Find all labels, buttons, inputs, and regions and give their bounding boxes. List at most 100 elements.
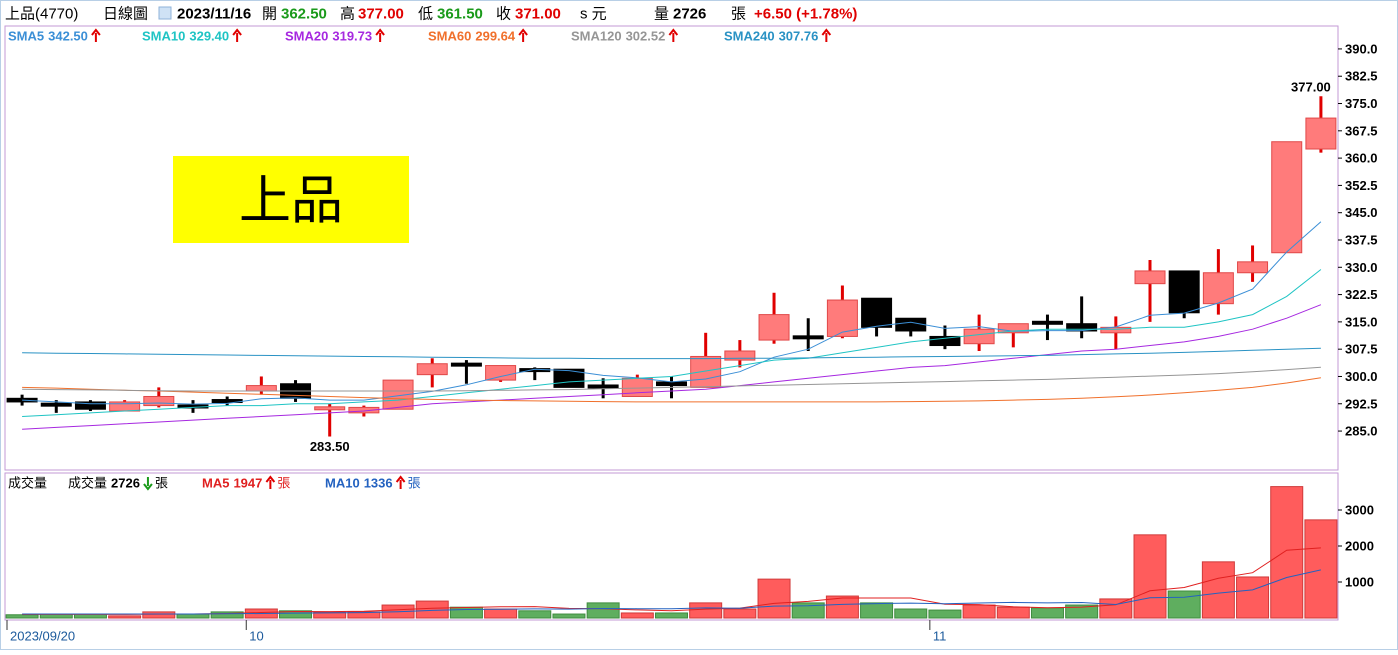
volume-bar [108, 615, 142, 619]
x-tick-label: 11 [933, 629, 947, 644]
candle-body [245, 385, 277, 392]
candle-body [826, 299, 858, 337]
volume-bar [1201, 561, 1235, 619]
legend-name: MA5 [202, 476, 229, 491]
volume-bar [1270, 486, 1304, 619]
candle-body [416, 363, 448, 376]
volume-bar [449, 606, 483, 619]
ma-line [22, 377, 1321, 403]
y-tick-label: 2000 [1345, 539, 1374, 554]
annotation-box [173, 156, 409, 243]
volume-bar [142, 611, 176, 619]
volume-bar [1167, 590, 1201, 619]
volume-bar [176, 613, 210, 619]
y-tick-label: 330.0 [1345, 260, 1378, 275]
volume-bar [689, 602, 723, 619]
arrow [668, 28, 679, 42]
volume-label: 量 [654, 6, 669, 23]
volume-bar [928, 609, 962, 619]
volume-bar [347, 611, 381, 619]
volume-unit: 張 [731, 6, 746, 23]
legend-name: SMA10 [142, 29, 185, 44]
volume-bar [586, 602, 620, 619]
date: 2023/11/16 [177, 6, 251, 23]
legend-name: SMA240 [724, 29, 775, 44]
arrow [375, 28, 385, 42]
y-tick-label: 307.5 [1345, 342, 1378, 357]
ma-line [22, 547, 1321, 615]
close-value: 371.00 [515, 6, 561, 23]
y-tick-label: 345.0 [1345, 205, 1378, 220]
candle-body [6, 397, 38, 403]
annotation: 上品 [239, 174, 343, 231]
legend-value: 329.40 [189, 29, 229, 44]
legend-name: SMA5 [8, 29, 44, 44]
low-value: 361.50 [437, 6, 483, 23]
arrow [91, 28, 101, 42]
legend-unit: 張 [277, 476, 290, 491]
y-tick-label: 322.5 [1345, 287, 1378, 302]
volume-bar [655, 612, 688, 619]
ma-line [22, 569, 1322, 615]
arrow [265, 475, 276, 489]
volume-bar [518, 610, 552, 619]
candle-body [690, 355, 722, 388]
ma-line [22, 366, 1321, 392]
volume-bar [723, 608, 757, 619]
currency: s 元 [580, 6, 607, 23]
candle-body [997, 323, 1029, 334]
candle-body [348, 406, 380, 414]
volume-bar [552, 613, 586, 619]
volume-bar [894, 608, 928, 619]
y-tick-label: 337.5 [1345, 232, 1378, 247]
volume-bar [1133, 534, 1167, 619]
volume-bar [1065, 604, 1099, 619]
high-label: 高 [340, 6, 355, 23]
y-tick-label: 292.5 [1345, 396, 1378, 411]
legend-value: 1947 [233, 476, 262, 491]
checkbox[interactable] [158, 6, 172, 20]
y-tick-label: 285.0 [1345, 424, 1378, 439]
open-value: 362.50 [281, 6, 327, 23]
change: +6.50 (+1.78%) [754, 6, 857, 23]
y-tick-label: 3000 [1345, 503, 1374, 518]
legend-value: 342.50 [48, 29, 88, 44]
max-label: 377.00 [1291, 80, 1331, 95]
ma-line [22, 221, 1322, 405]
volume-bar [791, 602, 825, 619]
volume-bar [620, 612, 654, 619]
legend-unit: 張 [155, 476, 168, 491]
candle-body [861, 297, 893, 328]
arrow [395, 475, 406, 489]
open-label: 開 [262, 6, 277, 23]
volume-bar [279, 610, 313, 619]
low-label: 低 [418, 6, 433, 23]
candle-body [656, 381, 687, 387]
arrow [143, 477, 153, 491]
stock-name: 上品(4770) [5, 6, 78, 23]
y-tick-label: 315.0 [1345, 314, 1378, 329]
x-tick-label: 10 [249, 629, 263, 644]
arrow [821, 28, 832, 42]
volume-bar [210, 611, 244, 619]
candle-body [1134, 270, 1166, 285]
candle-body [1271, 141, 1303, 254]
candle-body [724, 350, 756, 361]
candle-body [792, 335, 824, 340]
arrow [232, 28, 242, 42]
close-label: 收 [496, 6, 511, 23]
volume-bar [484, 608, 518, 619]
legend-value: 319.73 [332, 29, 372, 44]
candle-body [143, 395, 175, 407]
price-panel [4, 25, 1339, 471]
legend-unit: 張 [408, 476, 421, 491]
ma-line [22, 347, 1321, 360]
legend-name: SMA20 [285, 29, 328, 44]
volume-bar [1304, 519, 1338, 619]
candle-body [40, 402, 72, 407]
min-label: 283.50 [310, 439, 350, 454]
volume-bar [860, 602, 894, 619]
ma-line [22, 269, 1322, 417]
